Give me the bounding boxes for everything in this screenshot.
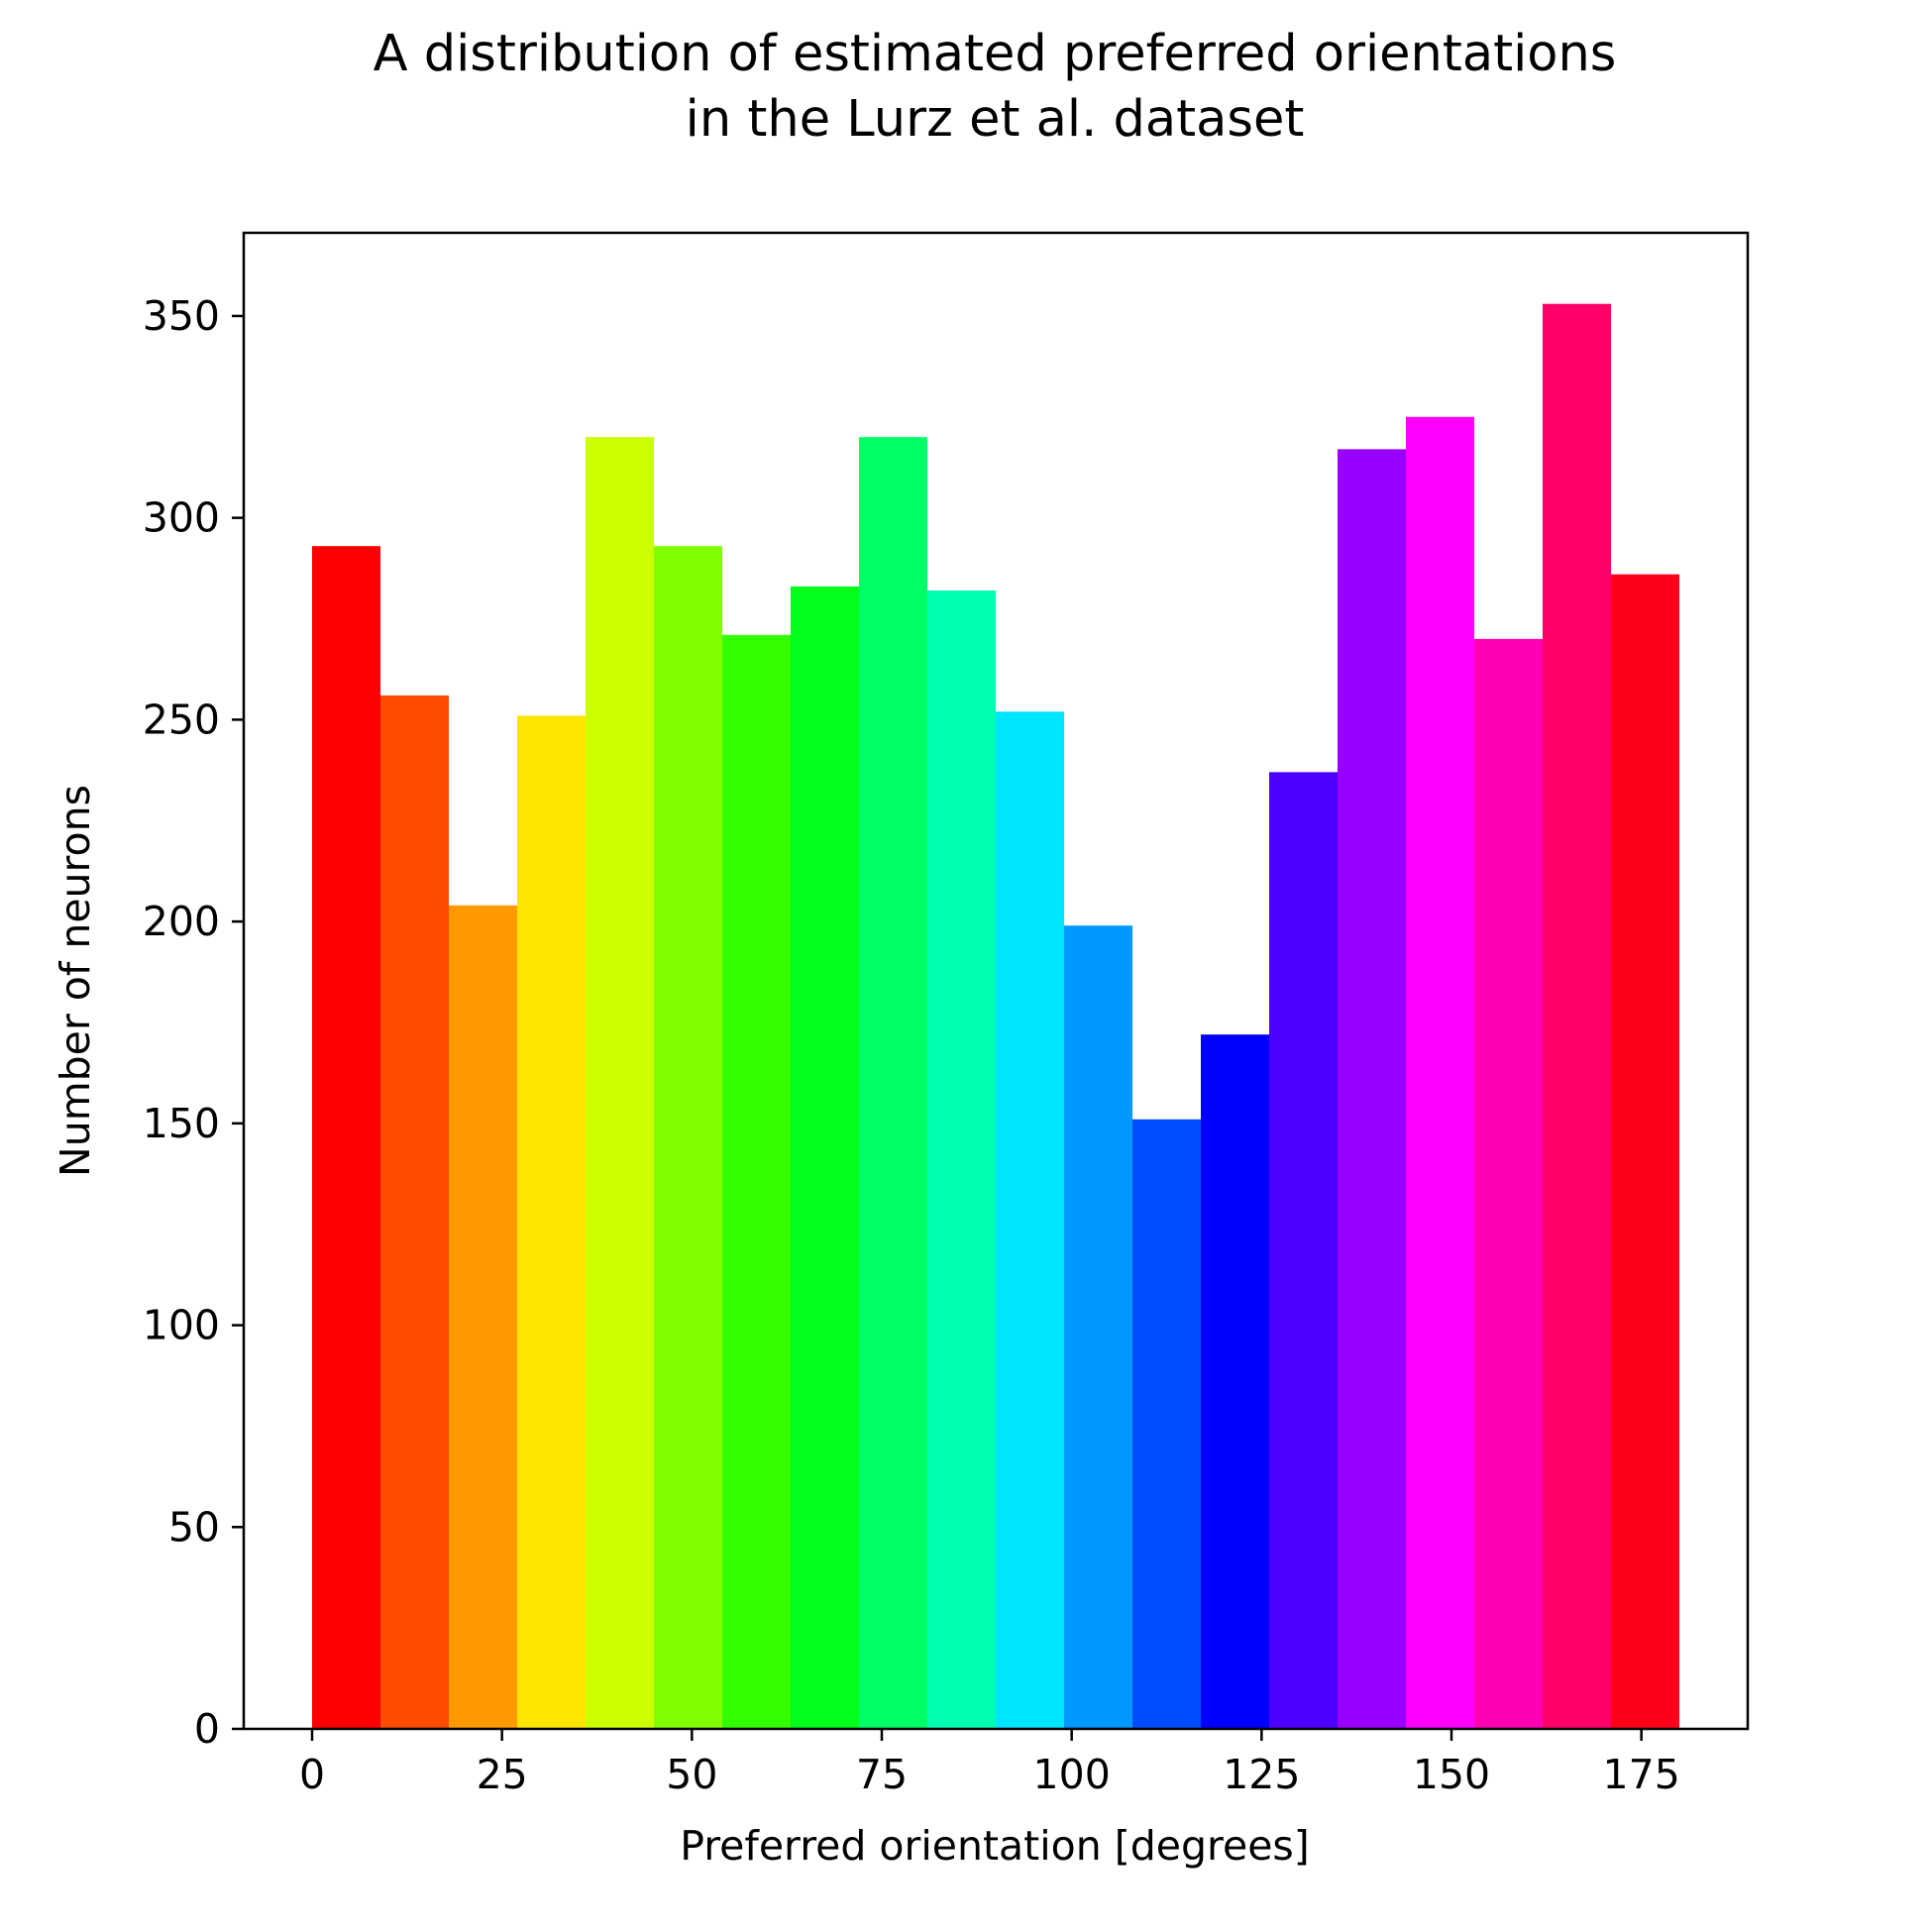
histogram-bar [517,715,586,1729]
histogram-bar [927,590,996,1730]
x-tick-label: 125 [1223,1751,1300,1798]
y-axis-ticks: 0 50 100 150 200 250 300 350 [143,292,244,1753]
histogram-bar [586,437,654,1730]
x-tick-label: 0 [299,1751,325,1798]
histogram-bars [312,303,1679,1730]
histogram-bar [449,905,517,1729]
y-tick-label: 50 [168,1503,220,1551]
histogram-bar [1269,772,1338,1729]
plot-frame [242,231,1750,1731]
y-tick-label: 250 [143,696,220,743]
y-tick-label: 200 [143,898,220,945]
histogram-bar [1338,449,1406,1729]
histogram-bar [791,586,859,1730]
y-tick-label: 100 [143,1302,220,1349]
histogram-bar [1543,303,1611,1730]
histogram-bar [996,711,1064,1729]
y-axis-label: Number of neurons [52,785,99,1177]
x-tick-label: 100 [1033,1751,1111,1798]
y-tick-label: 300 [143,494,220,542]
x-tick-label: 75 [856,1751,908,1798]
histogram-bar [1406,416,1474,1729]
histogram-bar [1201,1034,1269,1729]
histogram-bar [380,695,449,1729]
y-tick-label: 0 [194,1705,220,1753]
x-tick-label: 50 [666,1751,717,1798]
histogram-bar [654,546,722,1729]
histogram-bar [1132,1119,1201,1729]
x-tick-label: 175 [1603,1751,1680,1798]
chart-title-line-1: A distribution of estimated preferred or… [374,25,1617,83]
histogram-bar [1611,574,1679,1730]
x-tick-label: 150 [1413,1751,1490,1798]
histogram-bar [722,634,791,1729]
histogram-bar [859,437,927,1730]
y-tick-label: 150 [143,1100,220,1147]
x-axis-label: Preferred orientation [degrees] [680,1822,1310,1870]
histogram-bar [1474,638,1543,1729]
y-tick-label: 350 [143,292,220,340]
x-tick-label: 25 [477,1751,528,1798]
histogram-bar [312,546,380,1729]
chart-title-line-2: in the Lurz et al. dataset [686,90,1305,149]
histogram-bar [1064,925,1132,1729]
x-axis-ticks: 0 25 50 75 100 125 150 175 [299,1729,1680,1798]
